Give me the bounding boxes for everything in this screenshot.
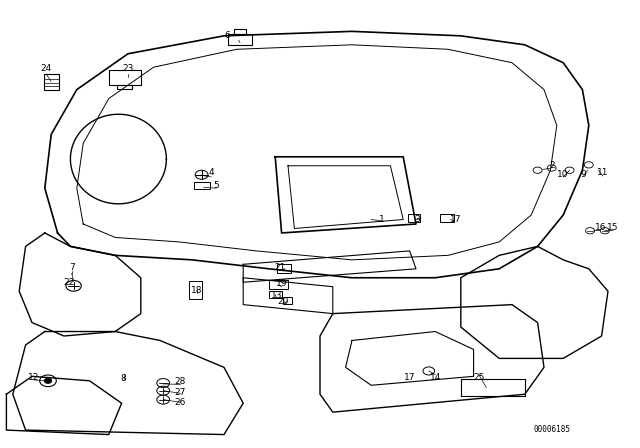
Bar [234,29,246,34]
Bar [269,291,282,298]
Text: 15: 15 [607,223,619,232]
Text: 17: 17 [450,215,461,224]
Text: 13: 13 [271,291,282,300]
Text: 00006185: 00006185 [533,425,570,434]
Bar [440,214,454,222]
Text: 7: 7 [69,263,74,272]
Bar [44,74,59,90]
Text: 27: 27 [175,388,186,396]
Text: 24: 24 [40,64,52,73]
Text: 14: 14 [429,373,441,382]
Text: 22: 22 [63,278,75,287]
Text: 18: 18 [191,286,203,295]
Text: 26: 26 [175,398,186,407]
Text: 8: 8 [121,374,126,383]
Bar [117,85,132,89]
Text: 25: 25 [473,373,484,382]
Text: 1: 1 [379,215,384,224]
Bar [189,281,202,299]
Text: 21: 21 [274,263,285,272]
Text: 10: 10 [557,170,569,179]
Text: 12: 12 [28,373,39,382]
Text: 16: 16 [595,223,606,232]
Bar [109,70,141,85]
Text: 19: 19 [276,279,287,288]
Text: 4: 4 [209,168,214,177]
Text: 11: 11 [597,168,609,177]
Bar [194,182,210,189]
Text: 9: 9 [581,170,586,179]
Bar [277,264,291,273]
Bar [408,214,420,222]
Bar [228,34,252,45]
Text: 5: 5 [214,181,219,190]
Text: 23: 23 [122,64,134,73]
Bar [283,297,292,304]
Bar [269,280,288,289]
Text: 28: 28 [175,377,186,386]
Text: 2: 2 [549,161,554,170]
Text: 6: 6 [225,31,230,40]
Circle shape [44,378,52,383]
Text: 20: 20 [277,297,289,306]
Text: 3: 3 [415,215,420,224]
Text: 17: 17 [404,373,415,382]
